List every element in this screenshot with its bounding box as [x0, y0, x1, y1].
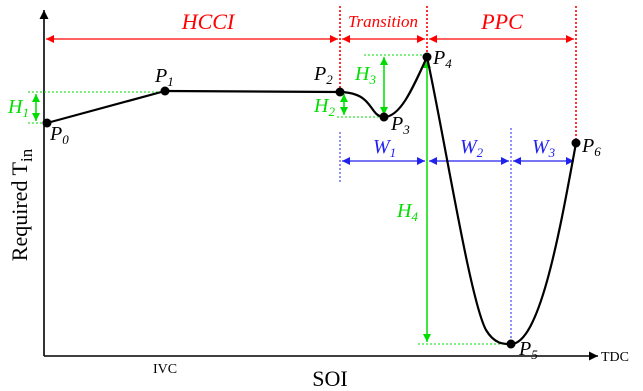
- x-tick-ivc: IVC: [153, 362, 177, 377]
- point-p0-marker: [42, 118, 52, 128]
- region-hcci-label: HCCI: [181, 9, 236, 34]
- point-p5-marker: [506, 339, 516, 349]
- point-p5-label: P5: [518, 338, 538, 362]
- point-p3-label: P3: [390, 113, 410, 137]
- point-p2-marker: [335, 87, 345, 97]
- point-p6-label: P6: [581, 135, 601, 159]
- point-p2-label: P2: [313, 63, 333, 87]
- point-p6-marker: [571, 138, 581, 148]
- y-axis-label: Required Tin: [7, 148, 36, 261]
- point-p4-marker: [422, 52, 432, 62]
- x-axis-label: SOI: [312, 366, 347, 391]
- width-w3-label: W3: [532, 136, 556, 160]
- height-h4-label: H4: [396, 200, 418, 224]
- y-axis-label-main: Required T: [7, 161, 32, 261]
- region-ppc-label: PPC: [480, 9, 523, 34]
- point-p0-label: P0: [49, 123, 69, 147]
- point-p3-marker: [379, 112, 389, 122]
- region-transition-label: Transition: [348, 12, 418, 31]
- y-axis-label-sub: in: [17, 148, 36, 162]
- width-w2-label: W2: [460, 136, 484, 160]
- point-p4-label: P4: [432, 47, 452, 71]
- point-p1-label: P1: [154, 65, 174, 89]
- height-h1-label: H1: [7, 96, 29, 120]
- temperature-curve: [46, 55, 578, 346]
- x-tick-tdc: TDC: [601, 350, 629, 365]
- height-h2-label: H2: [313, 95, 335, 119]
- width-w1-label: W1: [373, 136, 396, 160]
- point-p1-marker: [160, 86, 170, 96]
- height-h3-label: H3: [354, 63, 376, 87]
